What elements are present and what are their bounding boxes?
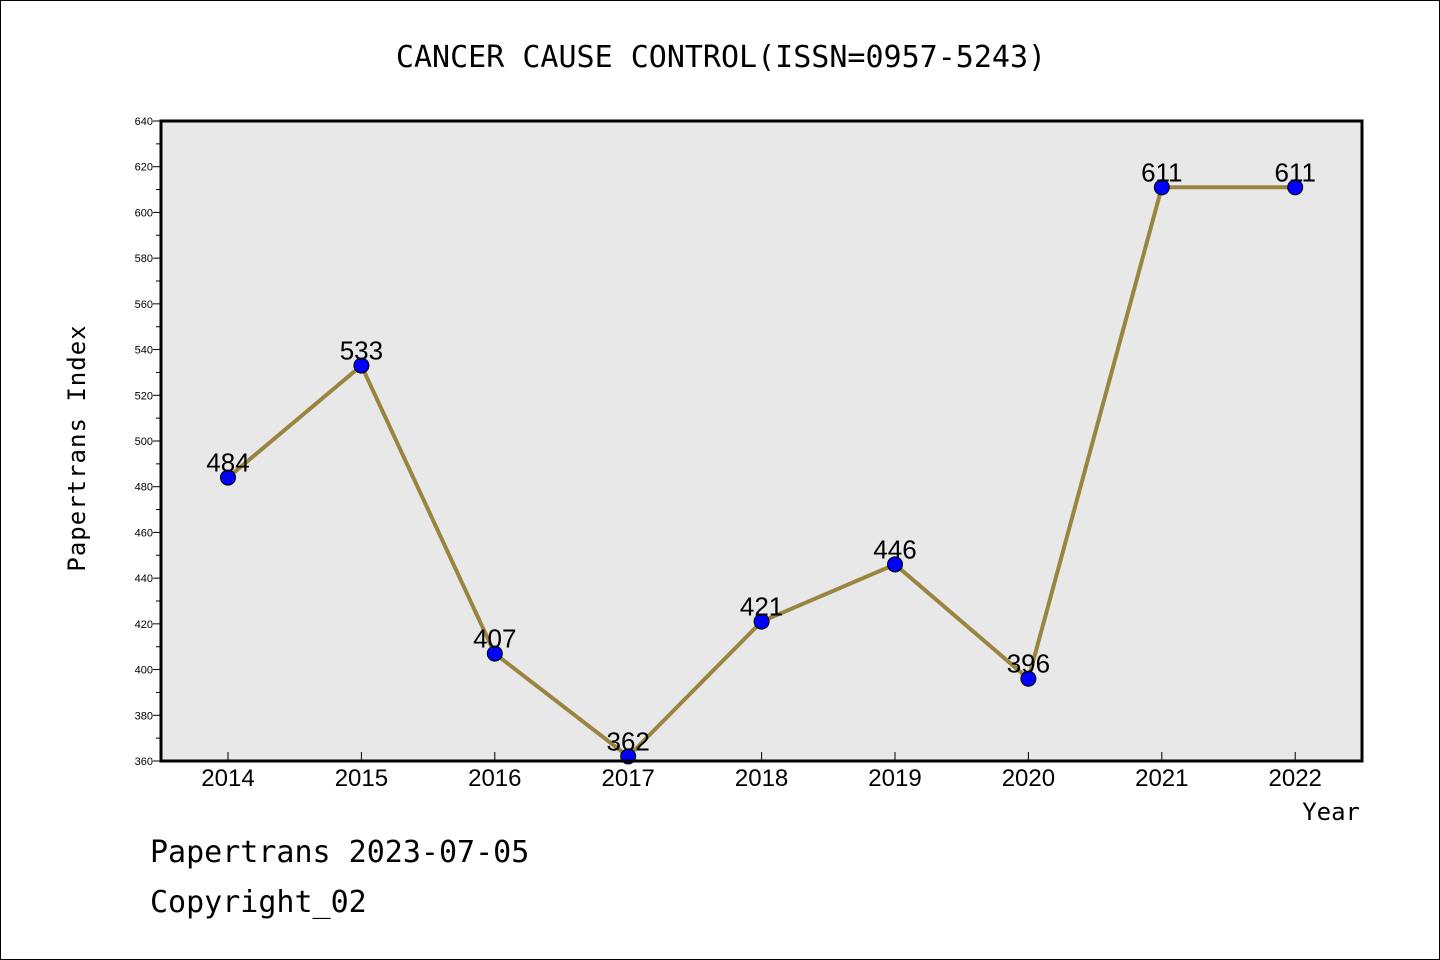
footer-date: Papertrans 2023-07-05 bbox=[150, 835, 530, 870]
y-tick-label: 620 bbox=[135, 162, 153, 174]
data-label: 446 bbox=[873, 534, 916, 564]
x-tick-label: 2019 bbox=[868, 765, 921, 792]
y-tick-label: 520 bbox=[135, 390, 153, 402]
data-point bbox=[1287, 179, 1304, 196]
x-tick-label: 2017 bbox=[602, 765, 655, 792]
footer-copyright: Copyright_02 bbox=[150, 885, 367, 920]
x-tick-label: 2014 bbox=[201, 765, 254, 792]
x-tick-label: 2018 bbox=[735, 765, 788, 792]
data-point bbox=[753, 613, 770, 630]
y-tick-label: 360 bbox=[135, 756, 153, 768]
y-tick-label: 600 bbox=[135, 207, 153, 219]
data-point bbox=[1020, 670, 1037, 687]
y-tick-label: 540 bbox=[135, 345, 153, 357]
x-axis-title: Year bbox=[1302, 798, 1360, 826]
y-tick-label: 400 bbox=[135, 665, 153, 677]
data-point bbox=[887, 556, 903, 573]
x-tick-label: 2020 bbox=[1002, 765, 1055, 792]
plot-area bbox=[161, 121, 1362, 761]
y-axis-title: Papertrans Index bbox=[63, 324, 91, 571]
y-tick-label: 560 bbox=[135, 299, 153, 311]
y-tick-label: 480 bbox=[135, 482, 153, 494]
axes-layer: 360 380 400 420 440 460 480 500 520 540 560 580 600 6… bbox=[135, 116, 1322, 792]
x-tick-label: 2015 bbox=[335, 765, 388, 792]
data-label: 396 bbox=[1007, 649, 1050, 679]
data-label: 533 bbox=[340, 336, 383, 366]
data-label: 362 bbox=[607, 726, 650, 756]
y-tick-label: 580 bbox=[135, 253, 153, 265]
data-point bbox=[1153, 179, 1170, 196]
y-tick-label: 500 bbox=[135, 436, 153, 448]
data-label: 611 bbox=[1141, 157, 1182, 187]
y-tick-label: 440 bbox=[135, 573, 153, 585]
data-label: 611 bbox=[1274, 157, 1315, 187]
y-tick-label: 640 bbox=[135, 116, 153, 128]
y-tick-label: 420 bbox=[135, 619, 153, 631]
data-labels-layer: 484 533 407 362 421 446 396 611 611 bbox=[206, 157, 1316, 756]
data-point bbox=[486, 645, 503, 662]
data-label: 407 bbox=[473, 624, 516, 654]
series-layer bbox=[220, 179, 1304, 765]
plot-frame bbox=[159, 119, 1364, 763]
x-tick-label: 2016 bbox=[468, 765, 521, 792]
data-label: 421 bbox=[740, 592, 783, 622]
data-point bbox=[220, 469, 236, 486]
data-label: 484 bbox=[206, 448, 249, 478]
x-tick-label: 2022 bbox=[1269, 765, 1322, 792]
chart-title: CANCER CAUSE CONTROL(ISSN=0957-5243) bbox=[396, 40, 1046, 75]
data-point bbox=[353, 357, 370, 374]
y-tick-label: 380 bbox=[135, 710, 153, 722]
y-tick-label: 460 bbox=[135, 527, 153, 539]
x-tick-label: 2021 bbox=[1135, 765, 1188, 792]
